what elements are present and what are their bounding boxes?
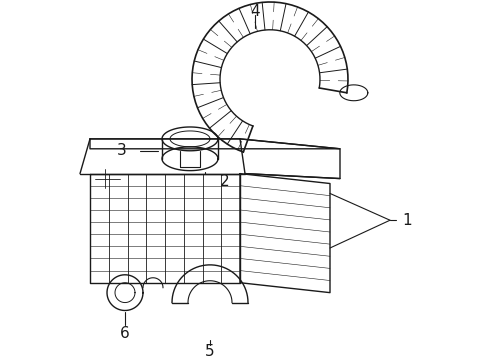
Text: 3: 3 — [117, 143, 127, 158]
Text: 2: 2 — [220, 174, 230, 189]
Text: 6: 6 — [120, 326, 130, 341]
Text: 5: 5 — [205, 344, 215, 359]
Text: 4: 4 — [250, 4, 260, 19]
Text: 1: 1 — [402, 213, 412, 228]
